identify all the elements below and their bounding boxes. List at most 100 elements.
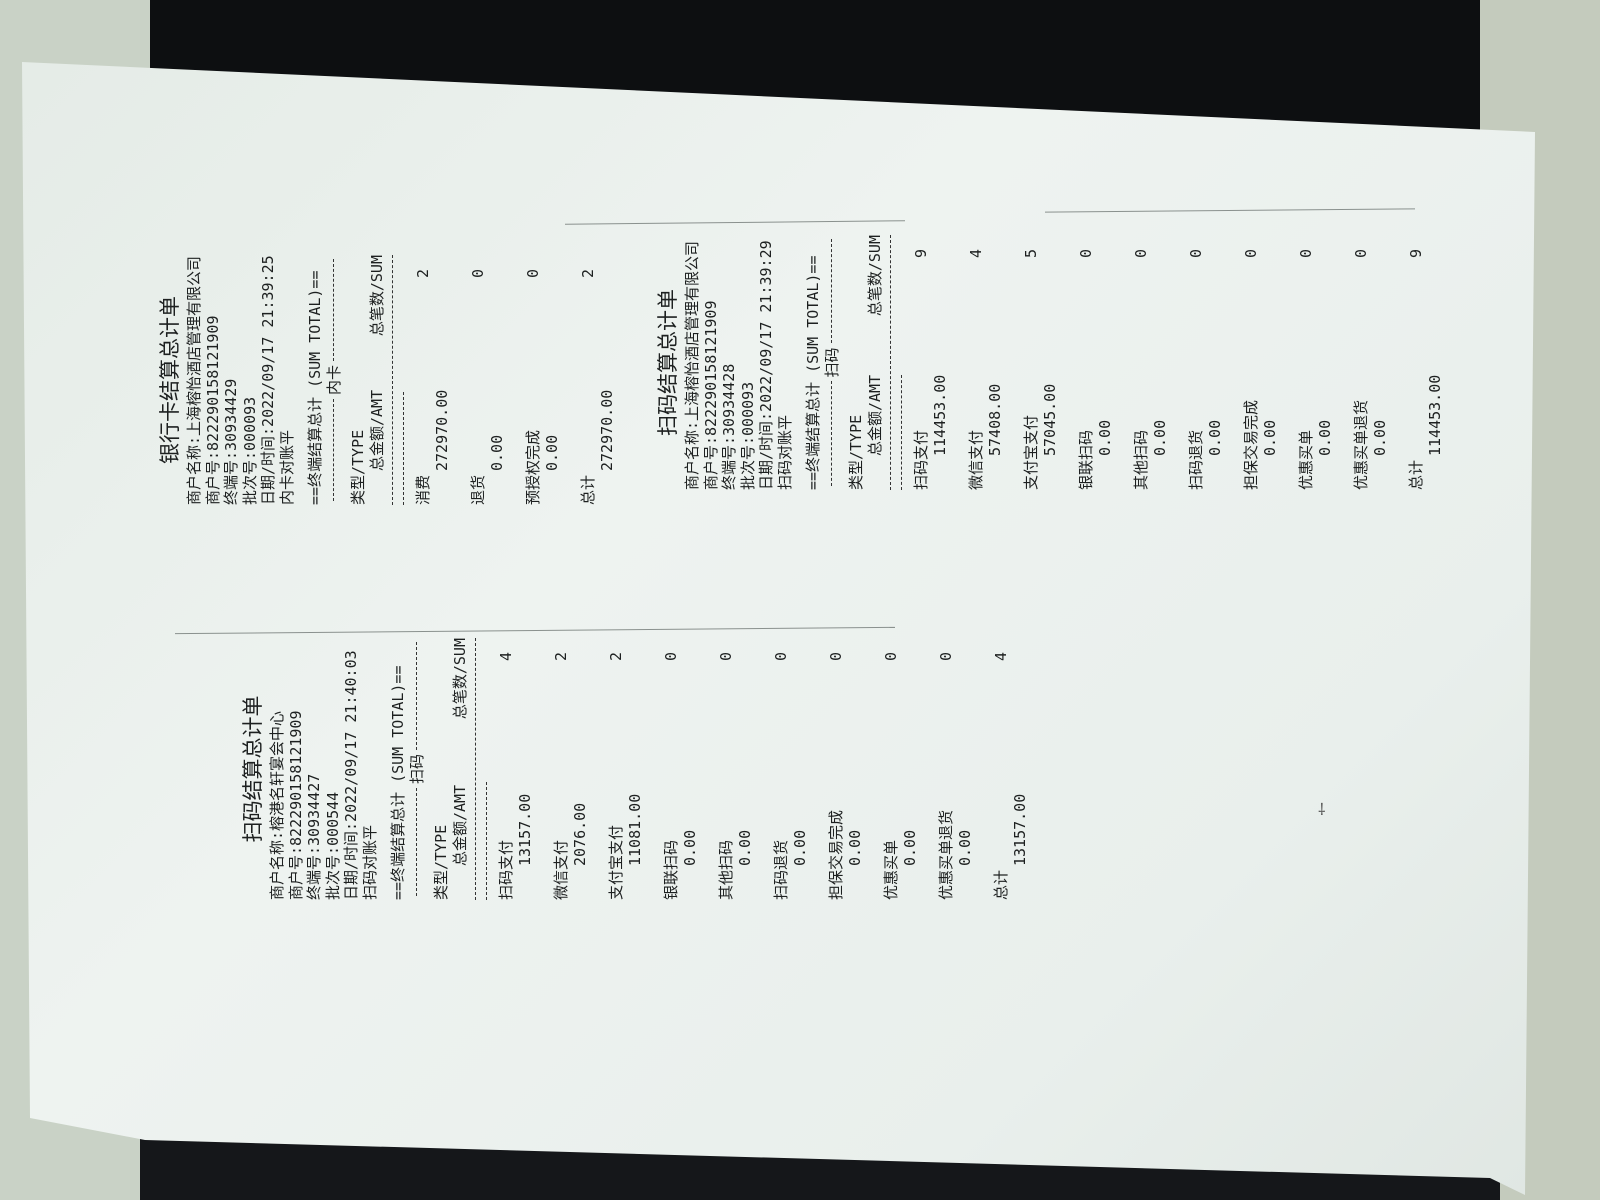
row-count: 0: [469, 269, 487, 279]
row-amount: 0.00: [1150, 419, 1169, 456]
row-amount: 0.00: [680, 829, 699, 866]
table-row: 退货 0 0.00: [469, 255, 506, 505]
row-amount: 0.00: [1095, 419, 1114, 456]
column-amount: 总金额/AMT: [450, 784, 469, 866]
table-row: 总计 2 272970.00: [579, 255, 616, 505]
terminal-number: 终端号:30934428: [720, 363, 738, 490]
section-divider: 扫码: [823, 235, 842, 490]
receipt-qr-settlement-banquet: 扫码结算总计单 商户名称:榕港名轩宴会中心 商户号:822290158121909 终…: [240, 638, 1047, 900]
row-count: 2: [552, 652, 570, 662]
section-divider: 扫码: [408, 638, 427, 900]
row-type: 扫码支付: [912, 429, 930, 490]
merchant-name: 商户名称:榕港名轩宴会中心: [268, 710, 286, 900]
date-time: 日期/时间:2022/09/17 21:39:29: [757, 240, 775, 490]
row-amount: 13157.00: [1010, 793, 1029, 866]
table-row: 支付宝支付 2 11081.00: [607, 638, 644, 900]
terminal-number: 终端号:30934429: [222, 378, 240, 505]
row-count: 0: [524, 269, 542, 279]
column-header: 类型/TYPE: [432, 638, 451, 900]
table-row: 优惠买单 0 0.00: [1297, 235, 1334, 490]
section-label: 内卡: [324, 364, 343, 395]
section-label: 扫码: [407, 753, 426, 784]
column-header: 类型/TYPE: [847, 235, 866, 490]
merchant-name: 商户名称:上海榕怡酒店管理有限公司: [683, 240, 701, 490]
row-type: 担保交易完成: [827, 809, 845, 900]
table-row: 担保交易完成 0 0.00: [827, 638, 864, 900]
divider: [392, 255, 393, 505]
row-count: 0: [772, 652, 790, 662]
row-type: 扫码支付: [497, 839, 515, 900]
row-type: 支付宝支付: [1022, 414, 1040, 490]
table-row: 扫码支付 9 114453.00: [912, 235, 949, 490]
receipt-title: 银行卡结算总计单: [158, 296, 182, 464]
row-count: 0: [937, 652, 955, 662]
column-count: 总笔数/SUM: [450, 638, 469, 720]
row-type: 银联扫码: [662, 839, 680, 900]
row-type: 优惠买单: [1297, 429, 1315, 490]
column-count: 总笔数/SUM: [367, 255, 386, 337]
receipt-title: 扫码结算总计单: [656, 289, 680, 436]
table-row: 总计 4 13157.00: [992, 638, 1029, 900]
table-row: 微信支付 4 57408.00: [967, 235, 1004, 490]
ink-mark: ⸸: [1318, 800, 1326, 819]
row-amount: 0.00: [487, 434, 506, 471]
table-row: 扫码退货 0 0.00: [1187, 235, 1224, 490]
merchant-number: 商户号:822290158121909: [701, 300, 720, 491]
divider: [475, 638, 476, 900]
column-header: 类型/TYPE: [349, 255, 368, 505]
row-type: 消费: [414, 474, 432, 505]
row-type: 其他扫码: [717, 839, 735, 900]
row-count: 2: [414, 269, 432, 279]
row-count: 9: [912, 249, 930, 259]
row-amount: 0.00: [1260, 419, 1279, 456]
row-amount: 0.00: [1205, 419, 1224, 456]
row-type: 支付宝支付: [607, 824, 625, 900]
row-amount: 13157.00: [515, 793, 534, 866]
row-type: 总计: [579, 474, 597, 505]
table-row: 其他扫码 0 0.00: [1132, 235, 1169, 490]
row-amount: 114453.00: [930, 374, 949, 456]
merchant-name: 商户名称:上海榕怡酒店管理有限公司: [185, 255, 203, 505]
date-time: 日期/时间:2022/09/17 21:40:03: [342, 650, 360, 900]
row-type: 扫码退货: [1187, 429, 1205, 490]
sum-total-heading: ==终端结算总计 (SUM TOTAL)==: [804, 255, 822, 491]
receipt-bank-card-settlement: 银行卡结算总计单 商户名称:上海榕怡酒店管理有限公司 商户号:82229015812…: [157, 255, 634, 505]
divider-short: [403, 392, 404, 505]
row-amount: 57045.00: [1040, 383, 1059, 456]
column-amount: 总金额/AMT: [865, 374, 884, 456]
reconcile-status: 扫码对账平: [360, 824, 379, 900]
row-amount: 0.00: [955, 829, 974, 866]
column-header-2: 总金额/AMT 总笔数/SUM: [866, 235, 885, 490]
row-amount: 0.00: [735, 829, 754, 866]
table-row: 优惠买单退货 0 0.00: [937, 638, 974, 900]
row-amount: 0.00: [790, 829, 809, 866]
row-count: 0: [1297, 249, 1315, 259]
row-type: 优惠买单退货: [1352, 399, 1370, 490]
row-count: 4: [967, 249, 985, 259]
table-row: 担保交易完成 0 0.00: [1242, 235, 1279, 490]
row-amount: 0.00: [900, 829, 919, 866]
table-row: 消费 2 272970.00: [414, 255, 451, 505]
row-amount: 2076.00: [570, 802, 589, 866]
row-type: 总计: [992, 869, 1010, 900]
row-type: 其他扫码: [1132, 429, 1150, 490]
row-type: 担保交易完成: [1242, 399, 1260, 490]
row-type: 微信支付: [552, 839, 570, 900]
row-amount: 0.00: [845, 829, 864, 866]
table-row: 其他扫码 0 0.00: [717, 638, 754, 900]
sum-total-title: 终端结算总计 (SUM TOTAL): [306, 288, 324, 487]
row-amount: 0.00: [542, 434, 561, 471]
row-amount: 11081.00: [625, 793, 644, 866]
table-row: 扫码支付 4 13157.00: [497, 638, 534, 900]
row-count: 9: [1407, 249, 1425, 259]
row-count: 0: [1077, 249, 1095, 259]
batch-number: 批次号:000093: [240, 396, 259, 505]
column-type: 类型/TYPE: [847, 414, 865, 490]
table-row: 微信支付 2 2076.00: [552, 638, 589, 900]
receipt-qr-settlement-hotel: 扫码结算总计单 商户名称:上海榕怡酒店管理有限公司 商户号:822290158121…: [655, 235, 1462, 490]
row-type: 预授权完成: [524, 429, 542, 505]
row-count: 0: [1242, 249, 1260, 259]
batch-number: 批次号:000544: [323, 791, 342, 900]
table-row: 优惠买单退货 0 0.00: [1352, 235, 1389, 490]
row-type: 总计: [1407, 459, 1425, 490]
